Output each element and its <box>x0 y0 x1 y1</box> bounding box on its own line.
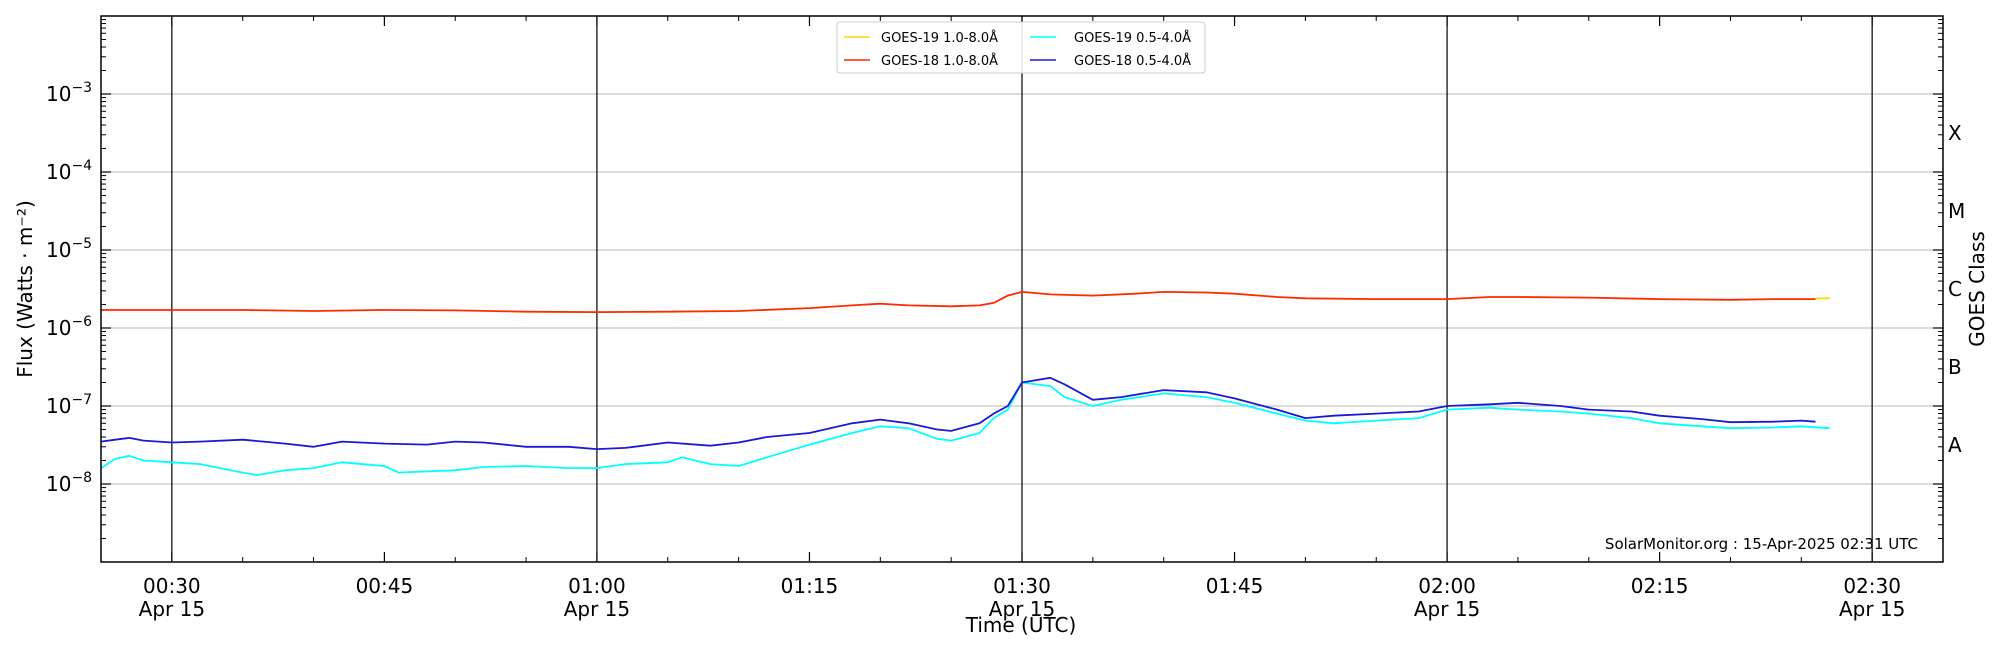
y-axis-title: Flux (Watts · m⁻²) <box>13 200 37 378</box>
goes-class-label-a: A <box>1948 433 1962 457</box>
y-tick-label-3: 10−5 <box>46 236 92 262</box>
y-tick-label-2: 10−6 <box>46 314 92 340</box>
y-tick-label-1: 10−7 <box>46 392 92 418</box>
right-axis-title: GOES Class <box>1965 231 1989 347</box>
x-tick-label-6: 02:00 <box>1418 574 1476 598</box>
legend-label-goes18-short: GOES-18 0.5-4.0Å <box>1074 53 1191 69</box>
series-line-3 <box>100 376 1816 451</box>
legend: GOES-19 1.0-8.0Å GOES-18 1.0-8.0Å GOES-1… <box>836 21 1206 74</box>
x-tick-label-3: 01:15 <box>781 574 839 598</box>
x-tick-sublabel-6: Apr 15 <box>1414 597 1480 621</box>
goes-class-label-m: M <box>1948 199 1965 223</box>
goes-class-label-c: C <box>1948 277 1962 301</box>
x-tick-sublabel-8: Apr 15 <box>1839 597 1905 621</box>
legend-label-goes18-long: GOES-18 1.0-8.0Å <box>881 53 998 69</box>
series-line-2 <box>100 381 1830 477</box>
y-tick-label-0: 10−8 <box>46 470 92 496</box>
x-tick-label-1: 00:45 <box>356 574 414 598</box>
x-tick-sublabel-0: Apr 15 <box>139 597 205 621</box>
goes-class-label-b: B <box>1948 355 1962 379</box>
legend-label-goes19-long: GOES-19 1.0-8.0Å <box>881 30 998 46</box>
legend-box <box>836 21 1206 74</box>
x-tick-label-2: 01:00 <box>568 574 626 598</box>
series-line-1 <box>101 290 1816 314</box>
x-tick-label-5: 01:45 <box>1206 574 1264 598</box>
x-tick-label-4: 01:30 <box>993 574 1051 598</box>
x-tick-label-7: 02:15 <box>1631 574 1689 598</box>
x-tick-label-0: 00:30 <box>143 574 201 598</box>
y-tick-label-5: 10−3 <box>46 80 92 106</box>
legend-label-goes19-short: GOES-19 0.5-4.0Å <box>1074 30 1191 46</box>
x-tick-sublabel-2: Apr 15 <box>564 597 630 621</box>
y-tick-label-4: 10−4 <box>46 158 92 184</box>
x-tick-label-8: 02:30 <box>1843 574 1901 598</box>
x-tick-sublabel-4: Apr 15 <box>989 597 1055 621</box>
credit-text: SolarMonitor.org : 15-Apr-2025 02:31 UTC <box>1605 535 1918 553</box>
goes-class-label-x: X <box>1948 121 1962 145</box>
x-axis-title: Time (UTC) <box>965 613 1077 637</box>
